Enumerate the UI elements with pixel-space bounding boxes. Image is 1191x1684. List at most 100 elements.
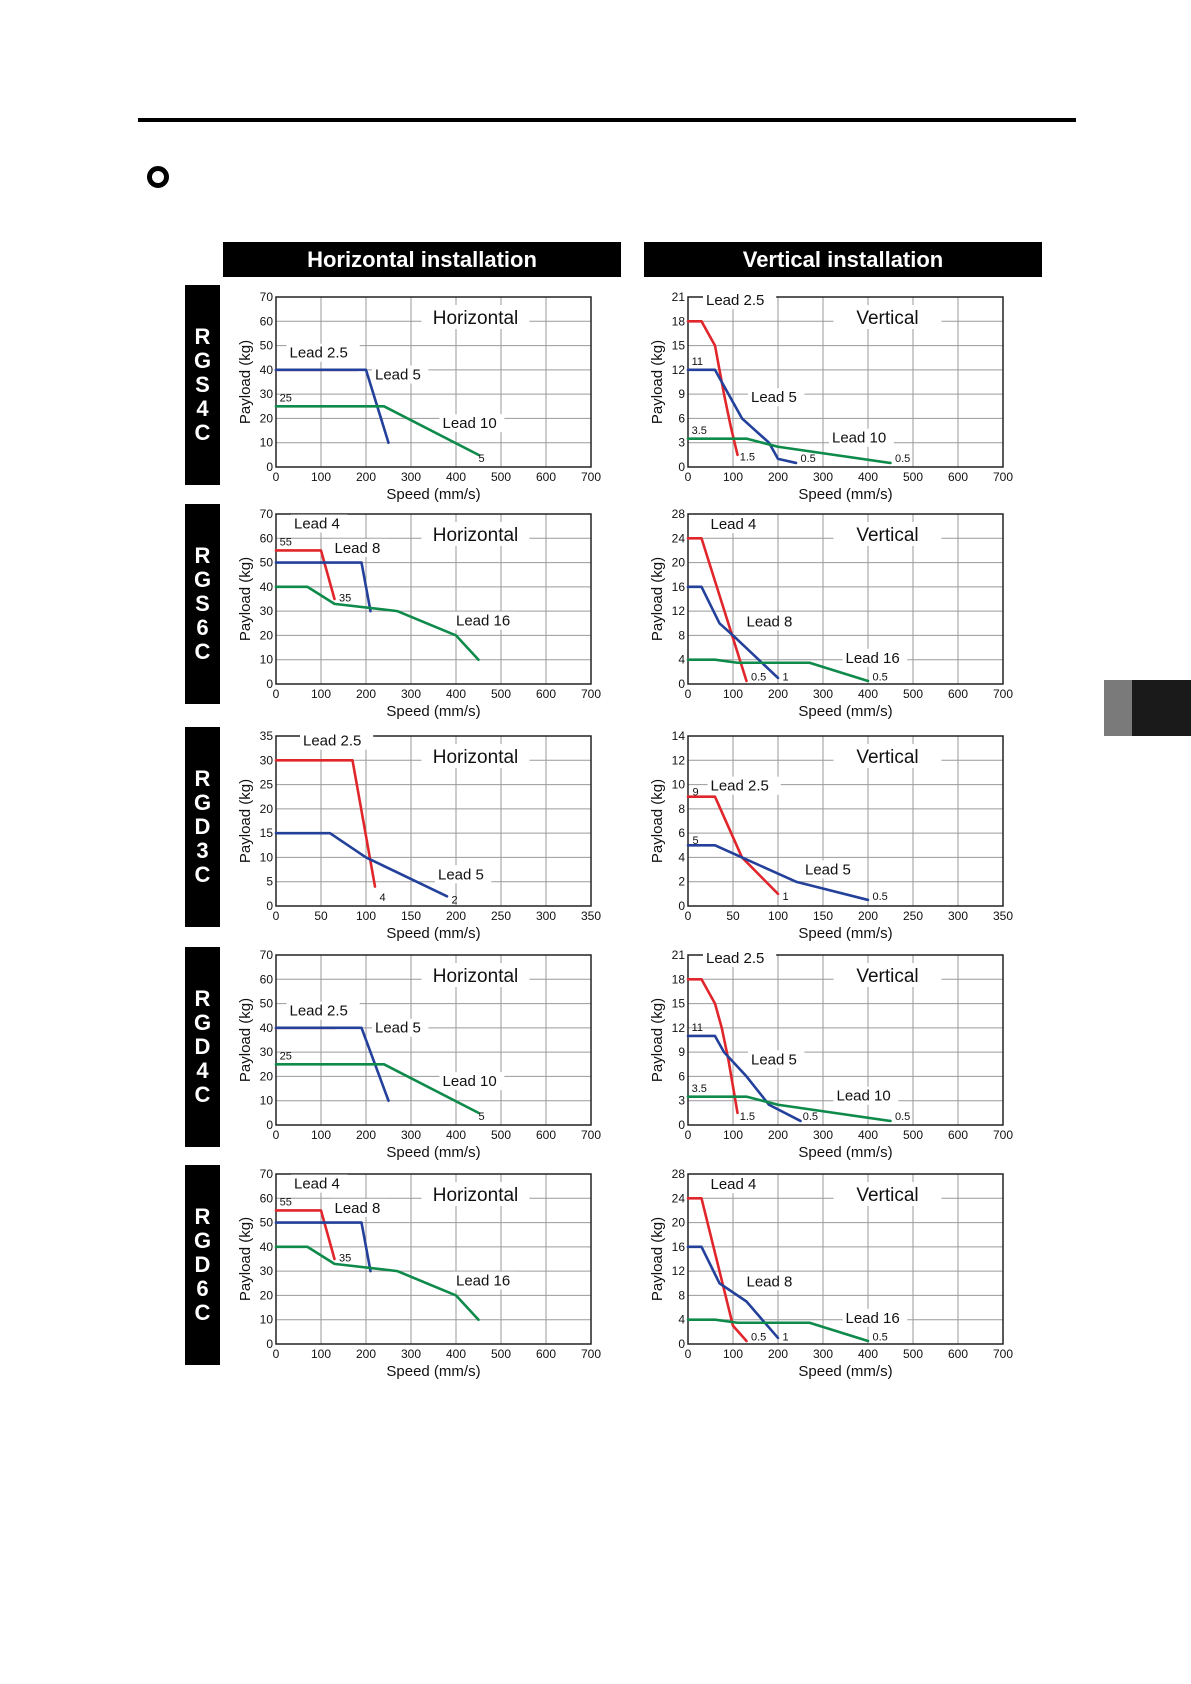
- y-tick-label: 30: [260, 604, 274, 618]
- series-label-background: [743, 1272, 800, 1291]
- x-tick-label: 0: [685, 1128, 692, 1142]
- y-tick-label: 0: [678, 677, 685, 691]
- y-axis-label: Payload (kg): [649, 779, 666, 863]
- model-label-letter: 3: [196, 838, 209, 863]
- value-annotation: 55: [280, 537, 292, 549]
- x-tick-label: 200: [858, 909, 878, 923]
- plot-frame: [687, 1173, 1004, 1345]
- y-tick-label: 20: [260, 628, 274, 642]
- x-axis-label: Speed (mm/s): [386, 486, 480, 503]
- top-rule: [138, 118, 1076, 122]
- y-tick-label: 3: [678, 1094, 685, 1108]
- model-label-letter: C: [194, 1082, 211, 1107]
- series-line: [686, 1318, 870, 1343]
- value-annotation: 2: [452, 895, 458, 907]
- series-label-background: [291, 1174, 348, 1193]
- model-label-letter: S: [195, 591, 210, 616]
- series-label: Lead 10: [837, 1088, 891, 1105]
- y-tick-label: 12: [672, 1264, 686, 1278]
- chart-title: Vertical: [856, 966, 918, 987]
- plot-frame: [275, 296, 592, 468]
- value-annotation: 0.5: [873, 891, 888, 903]
- y-tick-label: 15: [672, 997, 686, 1011]
- model-label-letter: C: [194, 862, 211, 887]
- y-tick-label: 10: [260, 1094, 274, 1108]
- plot-frame: [275, 1173, 592, 1345]
- y-tick-label: 10: [260, 653, 274, 667]
- series-label-background: [829, 428, 894, 447]
- y-tick-label: 28: [672, 507, 686, 521]
- y-axis-label: Payload (kg): [237, 779, 254, 863]
- y-tick-label: 40: [260, 1021, 274, 1035]
- y-tick-label: 0: [266, 1337, 273, 1351]
- chart-title-background: [833, 1182, 942, 1206]
- y-tick-label: 40: [260, 363, 274, 377]
- x-axis-label: Speed (mm/s): [798, 1144, 892, 1161]
- x-tick-label: 700: [581, 687, 601, 701]
- y-tick-label: 10: [672, 778, 686, 792]
- y-tick-label: 15: [260, 826, 274, 840]
- rgd6c-horizontal-chart: 0 100 200 300 400 500 600 700 0 10 20 30 40 50 60 70 Spe…: [237, 1167, 601, 1380]
- y-tick-label: 70: [260, 1167, 274, 1181]
- x-tick-label: 100: [723, 687, 743, 701]
- x-tick-label: 400: [858, 470, 878, 484]
- value-annotation: 0.5: [751, 671, 766, 683]
- x-tick-label: 300: [401, 687, 421, 701]
- x-tick-label: 200: [446, 909, 466, 923]
- x-tick-label: 700: [993, 1128, 1013, 1142]
- series-label-background: [439, 1072, 505, 1091]
- series-label: Lead 16: [846, 1310, 900, 1327]
- y-tick-label: 24: [672, 531, 686, 545]
- y-tick-label: 20: [672, 1216, 686, 1230]
- series-label-background: [743, 612, 800, 631]
- x-tick-label: 300: [813, 1128, 833, 1142]
- x-tick-label: 100: [311, 687, 331, 701]
- y-tick-label: 70: [260, 948, 274, 962]
- series-label: Lead 16: [456, 613, 510, 630]
- model-label-letter: R: [194, 766, 211, 791]
- y-tick-label: 70: [260, 507, 274, 521]
- y-tick-label: 8: [678, 802, 685, 816]
- value-annotation: 0.5: [873, 671, 888, 683]
- y-tick-label: 14: [672, 729, 686, 743]
- chart-title: Vertical: [856, 525, 918, 546]
- chart-title: Vertical: [856, 1185, 918, 1206]
- y-tick-label: 20: [260, 1288, 274, 1302]
- x-tick-label: 700: [581, 1347, 601, 1361]
- x-tick-label: 600: [948, 1347, 968, 1361]
- series-label-background: [842, 1308, 908, 1327]
- value-annotation: 25: [280, 392, 292, 404]
- series-label-background: [286, 1001, 360, 1020]
- x-axis-label: Speed (mm/s): [386, 925, 480, 942]
- series-label-background: [453, 1271, 518, 1290]
- x-tick-label: 400: [446, 1347, 466, 1361]
- series-label-background: [748, 1050, 805, 1069]
- x-tick-label: 200: [356, 1128, 376, 1142]
- model-label-letter: G: [193, 348, 212, 373]
- y-tick-label: 15: [672, 339, 686, 353]
- value-annotation: 5: [693, 835, 699, 847]
- chart-title-background: [833, 963, 942, 987]
- y-tick-label: 60: [260, 972, 274, 986]
- y-tick-label: 50: [260, 997, 274, 1011]
- plot-frame: [687, 296, 1004, 468]
- x-tick-label: 100: [311, 1347, 331, 1361]
- y-axis-label: Payload (kg): [237, 1217, 254, 1301]
- y-tick-label: 0: [678, 1337, 685, 1351]
- y-tick-label: 3: [678, 436, 685, 450]
- series-label: Lead 5: [751, 1051, 797, 1068]
- value-annotation: 0.5: [895, 1111, 910, 1123]
- series-label-background: [842, 648, 908, 667]
- rgs4c-horizontal-chart: 0 100 200 300 400 500 600 700 0 10 20 30 40 50 60 70 Spe…: [237, 290, 601, 503]
- series-label-background: [707, 515, 764, 534]
- x-tick-label: 300: [813, 1347, 833, 1361]
- rgd3c-horizontal-chart: 0 50 100 150 200 250 300 350 0 5 10 15 20 25 30 35 Speed…: [237, 729, 601, 942]
- series-label: Lead 10: [443, 1073, 497, 1090]
- value-annotation: 25: [280, 1050, 292, 1062]
- x-tick-label: 500: [903, 1128, 923, 1142]
- y-tick-label: 10: [260, 436, 274, 450]
- x-tick-label: 150: [813, 909, 833, 923]
- series-label-background: [707, 1175, 764, 1194]
- series-line: [686, 437, 892, 465]
- y-tick-label: 0: [678, 899, 685, 913]
